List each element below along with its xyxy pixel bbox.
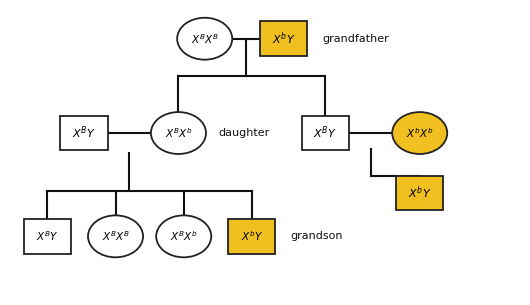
- Text: $X^BX^b$: $X^BX^b$: [165, 126, 192, 140]
- FancyBboxPatch shape: [228, 219, 276, 253]
- Text: $X^BY$: $X^BY$: [313, 125, 337, 141]
- Text: $X^bX^b$: $X^bX^b$: [406, 126, 434, 140]
- Text: $X^BX^B$: $X^BX^B$: [191, 32, 219, 46]
- Ellipse shape: [156, 215, 211, 257]
- Text: grandson: grandson: [290, 231, 343, 241]
- Ellipse shape: [392, 112, 447, 154]
- FancyBboxPatch shape: [260, 21, 307, 56]
- Text: $X^BX^b$: $X^BX^b$: [170, 229, 198, 243]
- FancyBboxPatch shape: [60, 116, 108, 150]
- FancyBboxPatch shape: [396, 176, 443, 210]
- Ellipse shape: [177, 18, 232, 60]
- Text: $X^bY$: $X^bY$: [408, 185, 431, 201]
- FancyBboxPatch shape: [302, 116, 349, 150]
- Text: $X^bY$: $X^bY$: [271, 30, 295, 47]
- Ellipse shape: [88, 215, 143, 257]
- Text: $X^bY$: $X^bY$: [241, 229, 263, 243]
- FancyBboxPatch shape: [24, 219, 71, 253]
- Text: $X^BY$: $X^BY$: [36, 229, 59, 243]
- Text: daughter: daughter: [219, 128, 270, 138]
- Text: grandfather: grandfather: [323, 34, 390, 44]
- Ellipse shape: [151, 112, 206, 154]
- Text: $X^BY$: $X^BY$: [72, 125, 96, 141]
- Text: $X^BX^B$: $X^BX^B$: [102, 229, 129, 243]
